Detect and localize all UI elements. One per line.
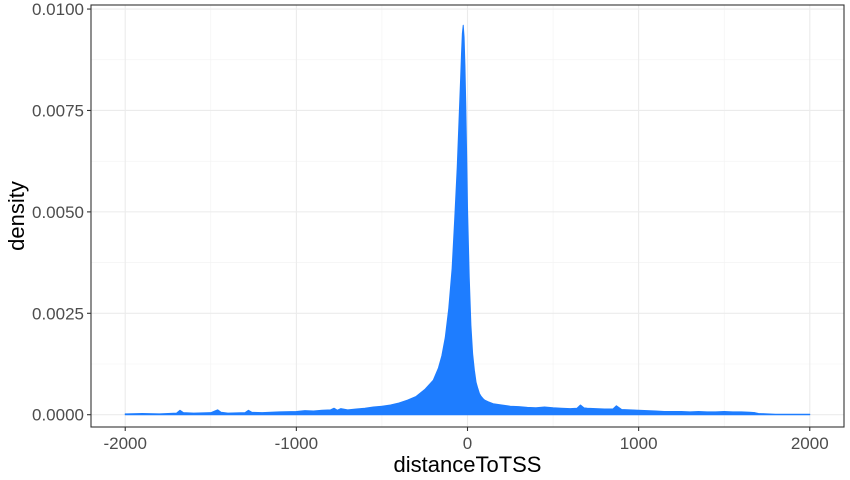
x-tick-label: -2000 bbox=[103, 434, 146, 453]
y-axis: 0.0000 0.0025 0.0050 0.0075 0.0100 bbox=[32, 0, 91, 425]
x-tick-label: -1000 bbox=[275, 434, 318, 453]
y-tick-label: 0.0025 bbox=[32, 304, 84, 323]
x-tick-label: 1000 bbox=[620, 434, 658, 453]
x-tick-label: 0 bbox=[463, 434, 472, 453]
y-tick-label: 0.0075 bbox=[32, 101, 84, 120]
density-area bbox=[124, 24, 811, 416]
y-tick-label: 0.0050 bbox=[32, 203, 84, 222]
x-axis: -2000 -1000 0 1000 2000 bbox=[103, 427, 829, 453]
y-tick-label: 0.0100 bbox=[32, 0, 84, 19]
y-tick-label: 0.0000 bbox=[32, 406, 84, 425]
y-axis-title: density bbox=[4, 181, 29, 251]
x-axis-title: distanceToTSS bbox=[394, 452, 542, 477]
x-tick-label: 2000 bbox=[791, 434, 829, 453]
